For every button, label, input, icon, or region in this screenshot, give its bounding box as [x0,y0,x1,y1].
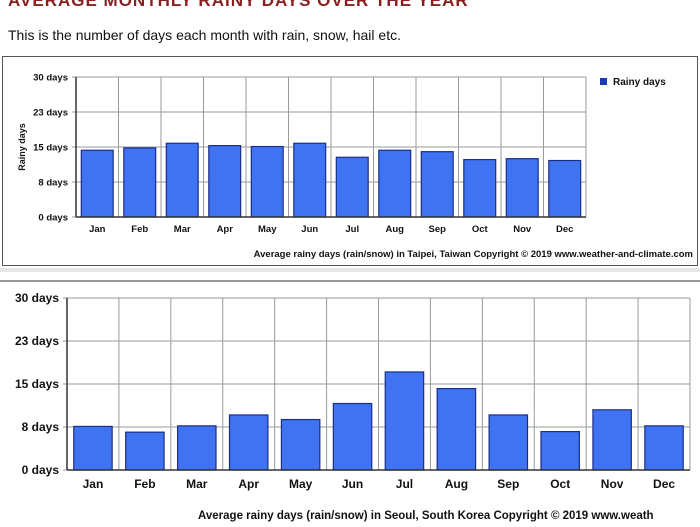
bar-nov [505,158,539,218]
seoul-chart: 0 days 8 days 15 days 23 days 30 days Jan Feb M… [15,291,691,522]
x-tick-label: Mar [174,224,191,235]
y-tick-label: 0 days [22,463,60,477]
bar-aug [436,387,477,471]
x-tick-label: Jun [342,477,363,491]
bar-dec [644,425,684,471]
bar-aug [378,149,412,218]
panel-divider [0,268,700,272]
page-subtitle: This is the number of days each month wi… [8,27,401,43]
bar-feb [123,147,157,218]
x-tick-label: Feb [134,477,155,491]
x-tick-label: Nov [601,477,624,491]
bar-may [250,145,284,218]
x-tick-label: Sep [497,477,519,491]
taipei-chart: 0 days 8 days 15 days 23 days 30 days Jan Feb M… [17,72,693,260]
bar-feb [125,431,165,471]
bar-oct [463,158,497,218]
x-tick-label: May [289,477,313,491]
x-tick-label: Dec [556,224,573,235]
x-tick-label: Apr [217,224,234,235]
seoul-chart-panel: 0 days 8 days 15 days 23 days 30 days Jan Feb M… [0,280,700,525]
y-tick-label: 15 days [33,142,68,153]
y-tick-label: 30 days [15,291,59,305]
x-tick-label: Sep [429,224,447,235]
chart-caption: Average rainy days (rain/snow) in Taipei… [254,249,693,260]
x-tick-label: Apr [238,477,259,491]
bar-apr [208,144,242,218]
y-tick-label: 23 days [15,334,59,348]
y-tick-label: 8 days [22,420,60,434]
page-title: AVERAGE MONTHLY RAINY DAYS OVER THE YEAR [8,0,469,10]
x-tick-label: Dec [653,477,675,491]
x-tick-label: Oct [550,477,570,491]
y-tick-label: 30 days [33,72,68,83]
y-tick-label: 15 days [15,377,59,391]
chart-caption: Average rainy days (rain/snow) in Seoul,… [198,510,654,522]
x-tick-label: Jan [89,224,106,235]
x-tick-label: Feb [131,224,148,235]
x-tick-label: Jul [345,224,359,235]
taipei-chart-panel: 0 days 8 days 15 days 23 days 30 days Jan Feb M… [2,56,698,266]
bar-jul [335,156,369,218]
bar-jan [80,149,114,218]
bar-jan [73,425,113,471]
bar-jul [384,371,425,471]
x-tick-label: Aug [386,224,405,235]
bar-mar [165,142,199,218]
x-tick-label: Nov [513,224,532,235]
x-tick-label: Jan [83,477,104,491]
y-axis-title: Rainy days [17,123,27,171]
legend-swatch [600,78,607,85]
bar-oct [540,430,581,471]
x-tick-label: Jun [301,224,318,235]
bar-dec [548,159,582,218]
y-tick-label: 23 days [33,107,68,118]
x-tick-label: Aug [445,477,468,491]
bar-nov [592,409,632,471]
bar-apr [228,414,269,471]
bar-jun [293,142,327,218]
y-tick-label: 8 days [38,177,68,188]
x-tick-label: May [258,224,277,235]
bar-sep [488,414,529,471]
x-tick-label: Mar [186,477,208,491]
bar-mar [176,425,217,471]
bar-jun [332,402,373,471]
y-tick-label: 0 days [38,212,68,223]
x-tick-label: Oct [472,224,489,235]
bar-sep [420,151,454,218]
bar-may [280,418,321,471]
legend-label: Rainy days [613,77,666,88]
x-tick-label: Jul [396,477,413,491]
